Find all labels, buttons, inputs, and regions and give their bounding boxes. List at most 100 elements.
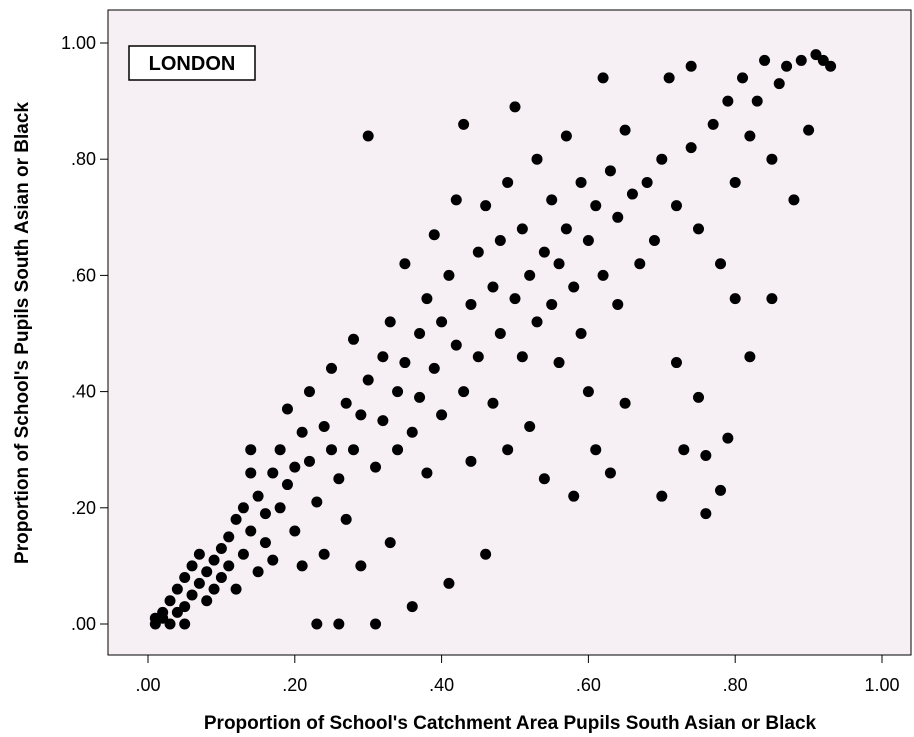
data-point-141 bbox=[678, 444, 690, 456]
data-point-154 bbox=[729, 176, 741, 188]
data-point-45 bbox=[303, 386, 315, 398]
data-point-4 bbox=[164, 618, 176, 630]
data-point-83 bbox=[443, 577, 455, 589]
data-point-112 bbox=[553, 258, 565, 270]
data-point-147 bbox=[700, 508, 712, 520]
data-point-57 bbox=[348, 444, 360, 456]
data-point-88 bbox=[465, 298, 477, 310]
data-point-43 bbox=[296, 560, 308, 572]
data-point-9 bbox=[179, 601, 191, 613]
data-point-103 bbox=[516, 223, 528, 235]
plot-area bbox=[107, 9, 912, 656]
data-point-86 bbox=[458, 386, 470, 398]
data-point-140 bbox=[670, 357, 682, 369]
data-point-162 bbox=[773, 78, 785, 90]
data-point-124 bbox=[597, 72, 609, 84]
x-tick-label: .60 bbox=[576, 675, 601, 695]
data-point-122 bbox=[590, 200, 602, 212]
data-point-85 bbox=[450, 194, 462, 206]
data-point-38 bbox=[281, 479, 293, 491]
data-point-107 bbox=[531, 316, 543, 328]
data-point-168 bbox=[817, 54, 829, 66]
data-point-156 bbox=[744, 351, 756, 363]
data-point-98 bbox=[502, 176, 514, 188]
data-point-136 bbox=[656, 490, 668, 502]
data-point-78 bbox=[428, 362, 440, 374]
data-point-146 bbox=[700, 450, 712, 462]
data-point-17 bbox=[208, 554, 220, 566]
data-point-159 bbox=[759, 54, 771, 66]
data-point-75 bbox=[414, 391, 426, 403]
data-point-69 bbox=[392, 444, 404, 456]
x-axis-label: Proportion of School's Catchment Area Pu… bbox=[204, 713, 817, 734]
data-point-18 bbox=[208, 583, 220, 595]
x-tick-label: .20 bbox=[282, 675, 307, 695]
data-point-12 bbox=[186, 560, 198, 572]
y-tick-label: 1.00 bbox=[61, 33, 96, 53]
data-point-36 bbox=[274, 444, 286, 456]
data-point-35 bbox=[267, 554, 279, 566]
data-point-116 bbox=[568, 281, 580, 293]
axes: .00 .20 .40 .60 .80 1.00 .00 .20 .40 .60 .80 1.00 bbox=[61, 33, 900, 695]
data-point-133 bbox=[634, 258, 646, 270]
data-point-58 bbox=[355, 409, 367, 421]
data-point-166 bbox=[803, 124, 815, 136]
data-point-7 bbox=[171, 583, 183, 595]
data-point-95 bbox=[487, 397, 499, 409]
data-point-21 bbox=[223, 531, 235, 543]
data-point-169 bbox=[825, 60, 837, 72]
data-point-30 bbox=[252, 566, 264, 578]
data-point-15 bbox=[201, 595, 213, 607]
data-point-126 bbox=[604, 165, 616, 177]
data-point-3 bbox=[157, 612, 169, 624]
data-point-151 bbox=[722, 95, 734, 107]
data-point-37 bbox=[274, 502, 286, 514]
x-tick-label: 1.00 bbox=[864, 675, 899, 695]
data-point-139 bbox=[670, 200, 682, 212]
data-point-101 bbox=[509, 293, 521, 305]
data-point-41 bbox=[289, 461, 301, 473]
data-point-148 bbox=[707, 118, 719, 130]
data-point-127 bbox=[604, 467, 616, 479]
data-point-19 bbox=[215, 542, 227, 554]
data-point-48 bbox=[318, 420, 330, 432]
data-point-73 bbox=[406, 601, 418, 613]
data-point-56 bbox=[348, 333, 360, 345]
data-point-31 bbox=[252, 490, 264, 502]
data-point-52 bbox=[333, 473, 345, 485]
data-point-68 bbox=[392, 386, 404, 398]
data-point-134 bbox=[641, 176, 653, 188]
data-point-51 bbox=[326, 362, 337, 374]
data-point-89 bbox=[465, 455, 477, 467]
data-point-66 bbox=[384, 316, 396, 328]
data-point-33 bbox=[259, 508, 271, 520]
data-point-157 bbox=[744, 130, 756, 142]
data-point-74 bbox=[414, 328, 426, 339]
data-point-149 bbox=[715, 484, 727, 496]
data-point-108 bbox=[538, 246, 550, 258]
data-point-70 bbox=[399, 357, 411, 369]
data-point-22 bbox=[223, 560, 235, 572]
data-point-24 bbox=[230, 583, 242, 595]
data-point-40 bbox=[289, 525, 301, 537]
data-point-61 bbox=[362, 374, 374, 386]
data-point-153 bbox=[729, 293, 741, 305]
y-tick-label: .00 bbox=[71, 614, 96, 634]
data-point-11 bbox=[186, 589, 198, 601]
x-tick-label: .80 bbox=[723, 675, 748, 695]
data-point-143 bbox=[685, 142, 697, 154]
x-tick-label: .40 bbox=[429, 675, 454, 695]
data-point-25 bbox=[237, 548, 249, 560]
data-point-6 bbox=[171, 606, 183, 618]
data-point-8 bbox=[179, 618, 191, 630]
data-point-67 bbox=[384, 537, 396, 549]
data-point-94 bbox=[487, 281, 499, 293]
data-point-10 bbox=[179, 572, 191, 584]
data-point-150 bbox=[715, 258, 727, 270]
data-point-82 bbox=[443, 269, 455, 281]
data-point-128 bbox=[612, 211, 624, 223]
data-point-129 bbox=[612, 298, 624, 310]
data-point-104 bbox=[524, 269, 536, 281]
data-point-118 bbox=[575, 176, 587, 188]
data-point-23 bbox=[230, 513, 242, 525]
